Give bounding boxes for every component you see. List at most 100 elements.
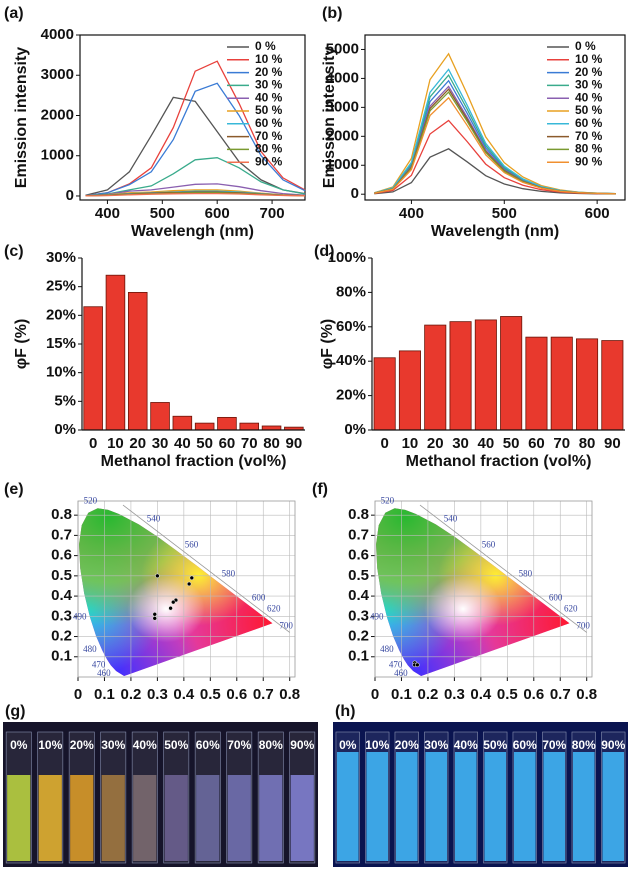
legend-label: 30 % (575, 78, 603, 92)
y-tick-label: 0.2 (348, 628, 369, 645)
x-tick-label: 80 (579, 435, 596, 452)
vial-liquid (395, 752, 418, 861)
y-axis-label: Emission intensity (321, 47, 338, 188)
y-tick-label: 0.8 (348, 506, 369, 523)
wavelength-label: 520 (381, 495, 395, 505)
y-axis-label: φF (%) (13, 319, 30, 370)
x-tick-label: 50 (503, 435, 520, 452)
x-tick-label: 0.6 (226, 686, 247, 703)
y-axis-label: Emission intensity (13, 47, 30, 188)
gamut (376, 508, 570, 676)
wavelength-label: 560 (482, 540, 496, 550)
y-tick-label: 1000 (326, 156, 359, 173)
y-tick-label: 40% (336, 352, 366, 369)
wavelength-label: 700 (279, 620, 293, 630)
x-tick-label: 0.4 (173, 686, 195, 703)
vial-label: 60% (196, 738, 220, 752)
bar (105, 274, 126, 431)
vial-liquid (259, 775, 283, 861)
legend-label: 30 % (255, 78, 283, 92)
vial-liquid (7, 775, 31, 861)
y-tick-label: 80% (336, 283, 366, 300)
vial-label: 40% (454, 738, 478, 752)
x-tick-label: 700 (260, 205, 285, 222)
y-tick-label: 1000 (41, 147, 74, 164)
wavelength-label: 480 (380, 644, 394, 654)
bar (150, 402, 170, 431)
legend-label: 10 % (255, 52, 283, 66)
panel-label: (f) (312, 481, 328, 498)
x-tick-label: 10 (107, 435, 124, 452)
x-axis-label: Wavelength (nm) (431, 223, 559, 240)
legend-label: 70 % (575, 129, 603, 143)
x-tick-label: 90 (286, 435, 303, 452)
x-tick-label: 400 (95, 205, 120, 222)
vial-label: 0% (339, 738, 357, 752)
legend-label: 90 % (255, 154, 283, 168)
wavelength-label: 620 (267, 604, 281, 614)
wavelength-label: 460 (97, 668, 111, 678)
plot-frame (79, 34, 306, 201)
wavelength-label: 600 (252, 593, 266, 603)
y-tick-label: 5% (54, 392, 76, 409)
y-tick-label: 0% (54, 421, 76, 438)
legend-label: 20 % (575, 65, 603, 79)
point (168, 605, 173, 611)
panel-label: (e) (4, 481, 24, 498)
legend-label: 80 % (255, 142, 283, 156)
x-tick-label: 40 (478, 435, 495, 452)
vial-liquid (164, 775, 188, 861)
x-tick-label: 0.5 (497, 686, 518, 703)
line-series (85, 82, 306, 197)
y-tick-label: 0.3 (51, 607, 72, 624)
line-series (85, 183, 306, 197)
vial-label: 50% (164, 738, 188, 752)
bar (424, 324, 447, 431)
y-tick-label: 0.1 (51, 648, 72, 665)
vial-liquid (336, 752, 359, 861)
bar (550, 336, 573, 431)
x-tick-label: 20 (129, 435, 146, 452)
wavelength-label: 540 (147, 513, 161, 523)
bar (83, 306, 103, 431)
x-tick-label: 0 (371, 686, 379, 703)
x-tick-label: 50 (196, 435, 213, 452)
x-tick-label: 70 (553, 435, 570, 452)
legend-label: 70 % (255, 129, 283, 143)
y-tick-label: 0.2 (51, 628, 72, 645)
point (152, 612, 157, 617)
legend-label: 60 % (255, 116, 283, 130)
x-tick-label: 600 (585, 205, 610, 222)
legend-label: 0 % (255, 39, 276, 53)
vial-liquid (38, 775, 62, 861)
vial-liquid (454, 752, 477, 861)
bar (239, 422, 260, 431)
x-tick-label: 0.4 (470, 686, 492, 703)
wavelength-label: 460 (394, 668, 408, 678)
reference-line (122, 504, 290, 633)
vial-label: 0% (10, 738, 28, 752)
legend-label: 40 % (575, 90, 603, 104)
x-tick-label: 0.7 (253, 686, 274, 703)
bar (500, 316, 523, 431)
vial-liquid (101, 775, 125, 861)
gamut (79, 508, 273, 676)
bar (261, 425, 282, 431)
y-tick-label: 0.4 (51, 587, 73, 604)
bar (601, 340, 624, 431)
vial-liquid (572, 752, 595, 861)
vial-liquid (484, 752, 507, 861)
y-tick-label: 30% (46, 249, 76, 266)
vial-label: 20% (70, 738, 94, 752)
wavelength-label: 490 (73, 611, 87, 621)
y-tick-label: 4000 (326, 69, 359, 86)
y-tick-label: 25% (46, 278, 76, 295)
y-tick-label: 0.8 (51, 506, 72, 523)
vial-label: 90% (290, 738, 314, 752)
line-series (374, 96, 616, 195)
line-series (85, 96, 306, 196)
bar (576, 338, 599, 431)
y-tick-label: 0.4 (348, 587, 370, 604)
legend-label: 10 % (575, 52, 603, 66)
x-tick-label: 60 (528, 435, 545, 452)
